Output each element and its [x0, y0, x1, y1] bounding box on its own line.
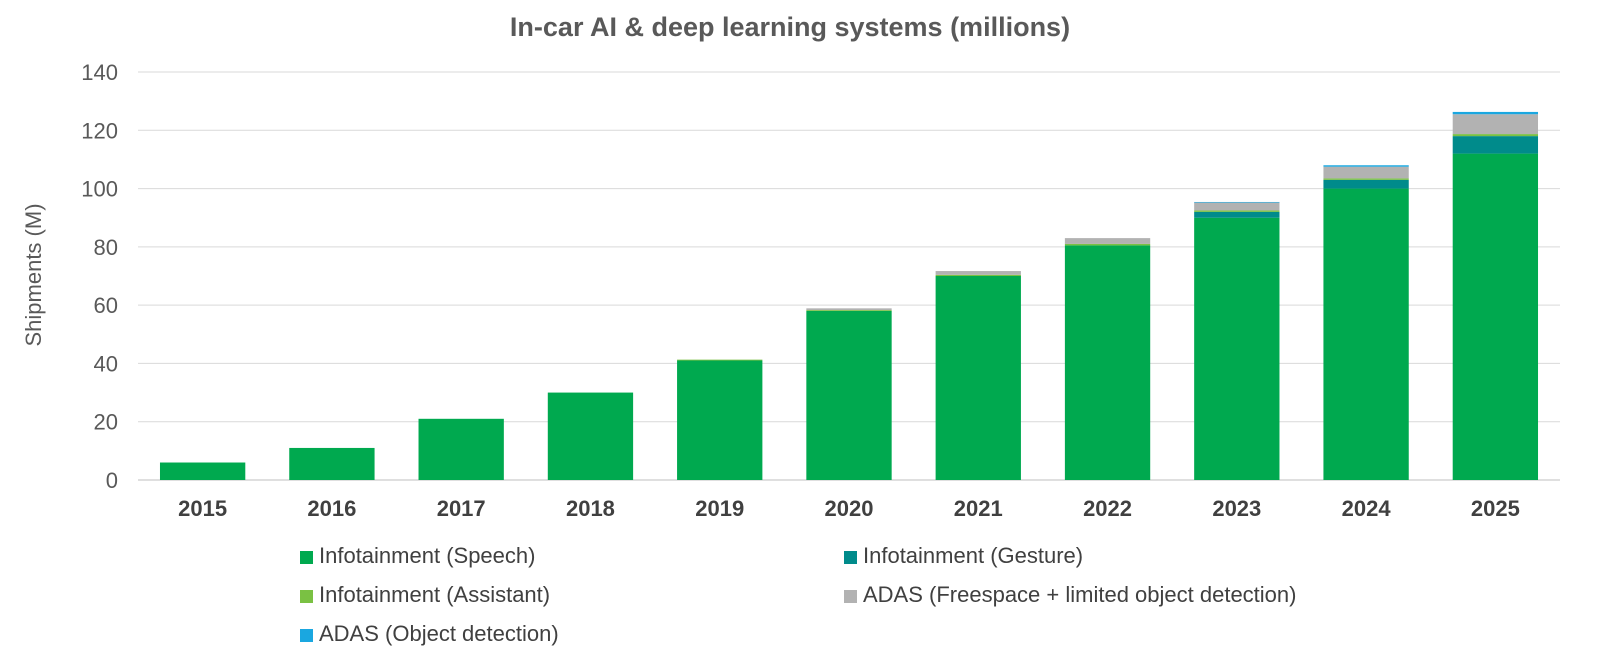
- bar-segment: [1064, 245, 1151, 480]
- x-tick-label: 2020: [825, 496, 874, 521]
- bar-segment: [1323, 188, 1409, 481]
- bar-segment: [677, 360, 763, 480]
- bar-segment: [935, 276, 1021, 480]
- bar-segment: [677, 359, 763, 361]
- y-tick-label: 40: [94, 351, 118, 376]
- x-tick-label: 2015: [178, 496, 227, 521]
- legend-item: Infotainment (Speech): [300, 543, 535, 569]
- x-tick-label: 2022: [1083, 496, 1132, 521]
- y-tick-label: 20: [94, 410, 118, 435]
- y-tick-label: 100: [81, 177, 118, 202]
- legend-item: Infotainment (Assistant): [300, 582, 550, 608]
- bar-segment: [806, 310, 892, 480]
- bar-segment: [1452, 136, 1539, 154]
- bar-segment: [1323, 179, 1409, 189]
- x-tick-label: 2019: [695, 496, 744, 521]
- y-tick-label: 0: [106, 468, 118, 493]
- legend-item: ADAS (Object detection): [300, 621, 559, 647]
- y-tick-labels: 0 20 40 60 80 100 120 140: [81, 60, 118, 493]
- bar-segment: [1452, 134, 1539, 137]
- bar-segment: [1452, 153, 1539, 480]
- x-tick-label: 2021: [954, 496, 1003, 521]
- legend-item: ADAS (Freespace + limited object detecti…: [844, 582, 1296, 608]
- bar-segment: [1194, 202, 1280, 211]
- bar-segment: [547, 392, 634, 480]
- legend-label: Infotainment (Assistant): [319, 582, 551, 607]
- bar-segment: [1194, 211, 1280, 218]
- bar-segment: [1194, 217, 1280, 480]
- chart-title: In-car AI & deep learning systems (milli…: [509, 12, 1071, 42]
- y-tick-label: 140: [81, 60, 118, 85]
- bar-segment: [1064, 238, 1151, 244]
- legend-swatch: [844, 551, 857, 564]
- legend-label: Infotainment (Gesture): [863, 543, 1084, 568]
- bar-segment: [1194, 201, 1280, 203]
- bar-segment: [935, 271, 1021, 275]
- y-tick-label: 120: [81, 118, 118, 143]
- bar-segment: [806, 310, 892, 311]
- legend-label: ADAS (Object detection): [319, 621, 559, 646]
- bar-segment: [1064, 243, 1151, 246]
- bar-segment: [1323, 166, 1409, 179]
- bar-segment: [418, 418, 504, 480]
- legend-swatch: [300, 590, 313, 603]
- legend-swatch: [844, 590, 857, 603]
- bar-segment: [1452, 114, 1539, 135]
- bar-segment: [289, 447, 375, 480]
- bar-segment: [1323, 178, 1409, 180]
- legend-label: Infotainment (Speech): [319, 543, 536, 568]
- x-tick-label: 2018: [566, 496, 615, 521]
- bar-segment: [159, 462, 246, 480]
- legend-swatch: [300, 629, 313, 642]
- bar-segment: [1323, 165, 1409, 167]
- bar-segment: [1194, 210, 1280, 212]
- bar-segment: [1452, 111, 1539, 115]
- x-tick-label: 2016: [307, 496, 356, 521]
- bars: [159, 111, 1539, 481]
- legend-item: Infotainment (Gesture): [844, 543, 1083, 569]
- y-axis-label: Shipments (M): [21, 203, 46, 346]
- y-tick-label: 80: [94, 235, 118, 260]
- bar-segment: [806, 308, 892, 311]
- x-tick-labels: 2015 2016 2017 2018 2019 2020 2021 2022 2023 2024…: [178, 496, 1520, 521]
- legend-label: ADAS (Freespace + limited object detecti…: [863, 582, 1297, 607]
- y-tick-label: 60: [94, 293, 118, 318]
- x-tick-label: 2025: [1471, 496, 1520, 521]
- x-tick-label: 2023: [1212, 496, 1261, 521]
- legend-swatch: [300, 551, 313, 564]
- x-tick-label: 2024: [1342, 496, 1392, 521]
- x-tick-label: 2017: [437, 496, 486, 521]
- bar-segment: [935, 274, 1021, 276]
